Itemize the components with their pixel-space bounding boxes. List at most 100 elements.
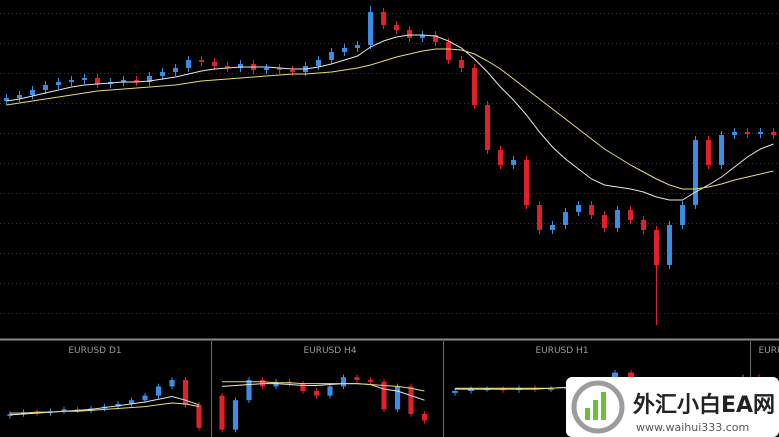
candle-body [771,132,776,135]
panel-title: EURUSD D1 [68,346,121,356]
candle-body [563,212,568,225]
candle-body [69,80,74,82]
candle-body [61,409,67,412]
candle-body [381,12,386,25]
moving-average [10,402,200,414]
candle-body [327,386,333,396]
candle-body [134,80,139,82]
candle-body [420,35,425,38]
candle-body [511,160,516,165]
candle-body [459,60,464,68]
moving-average [6,48,774,190]
logo-ring [571,380,625,434]
candle-body [524,160,529,205]
candle-body [706,140,711,165]
candle-body [56,82,61,85]
candle-body [654,230,659,265]
candle-body [407,30,412,38]
candle-body [186,60,191,68]
candle-body [394,386,401,410]
candle-body [82,78,87,80]
candle-body [142,395,148,401]
candle-body [602,215,607,228]
panel-title: EURUSD H1 [535,346,588,356]
panel-title: EURUSD H4 [303,346,356,356]
candle-body [355,45,360,48]
candle-body [367,379,374,382]
candle-body [693,140,698,205]
candle-body [232,400,239,430]
candle-body [472,68,477,105]
candle-body [680,205,685,225]
candle-body [537,205,542,230]
candle-body [147,76,152,82]
candle-body [368,12,373,45]
candle-body [219,395,225,430]
candle-body [451,391,459,393]
moving-average [6,34,774,201]
candle-body [340,377,347,387]
candle-body [246,379,252,401]
candle-body [641,220,646,230]
candle-body [4,98,9,101]
candle-body [745,132,750,134]
candle-body [498,150,503,165]
candle-body [547,389,555,391]
candle-body [446,42,451,60]
candle-body [576,205,581,212]
candle-body [381,381,387,410]
candle-body [758,132,763,134]
candle-body [169,379,175,387]
candle-body [628,210,633,220]
grid [0,0,779,337]
candle-body [408,386,414,414]
candle-body [433,35,438,42]
watermark-url: www.waihui333.com [636,421,749,434]
candle-body [43,85,48,90]
candle-body [313,391,320,396]
candle-body [485,105,490,150]
logo-bar [585,408,590,420]
candle-body [589,205,594,215]
candle-body [394,25,399,30]
candle-body [467,389,475,391]
watermark-brand: 外汇小白EA网 [633,392,775,418]
candle-body [316,60,321,66]
candle-body [329,52,334,60]
candle-body [121,80,126,82]
logo-bar [593,400,598,420]
candle-body [342,48,347,52]
candle-body [550,225,555,230]
candle-body [238,64,243,68]
candle-body [264,68,269,70]
candle-body [277,68,282,70]
logo-bar [601,392,606,420]
candle-body [719,135,724,165]
candle-body [17,95,22,98]
candle-body [182,379,189,405]
candle-body [667,225,672,265]
candle-body [95,78,100,84]
watermark: 外汇小白EA网 www.waihui333.com [566,377,779,437]
panel-title: EURU [758,346,779,356]
candle-body [30,90,35,95]
candle-body [199,60,204,62]
candle-body [300,383,306,391]
candle-body [212,62,217,66]
candle-body [155,386,162,396]
candle-body [732,132,737,135]
moving-average [221,383,425,401]
candle-body [354,377,360,380]
candle-body [421,414,428,421]
candle-body [128,400,135,404]
candle-body [225,66,230,68]
candle-body [173,68,178,72]
candle-body [196,404,202,428]
candle-body [290,70,295,72]
moving-average [222,381,425,392]
candle-body [160,72,165,76]
candle-body [615,210,620,228]
moving-average [9,396,200,416]
